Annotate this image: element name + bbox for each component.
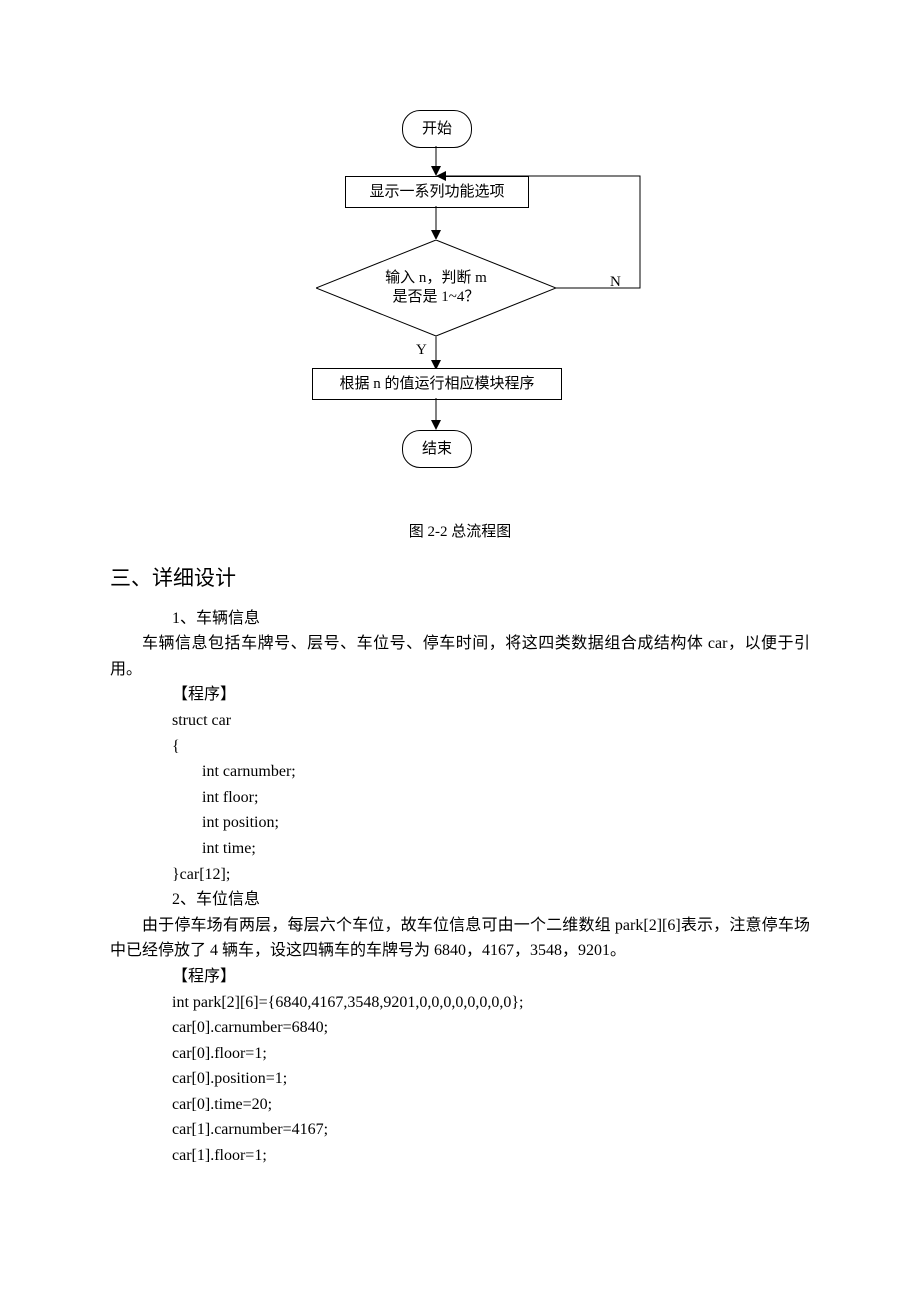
- flowchart-end-terminal: 结束: [402, 430, 472, 468]
- sub2-para1: 由于停车场有两层，每层六个车位，故车位信息可由一个二维数组 park[2][6]…: [110, 913, 810, 964]
- code1-line-1: {: [110, 734, 810, 760]
- code1-line-0: struct car: [110, 708, 810, 734]
- flowchart-start-terminal: 开始: [402, 110, 472, 148]
- sub1-title: 1、车辆信息: [110, 606, 810, 632]
- code-block-2: int park[2][6]={6840,4167,3548,9201,0,0,…: [110, 990, 810, 1169]
- code1-line-3: int floor;: [110, 785, 810, 811]
- flowchart-start-label: 开始: [422, 117, 452, 141]
- code-block-1: struct car { int carnumber; int floor; i…: [110, 708, 810, 887]
- decision-yes-label: Y: [416, 338, 427, 362]
- section3-title: 三、详细设计: [110, 562, 810, 596]
- code2-line-5: car[1].carnumber=4167;: [110, 1117, 810, 1143]
- code1-line-2: int carnumber;: [110, 759, 810, 785]
- flowchart-end-label: 结束: [422, 437, 452, 461]
- code2-line-1: car[0].carnumber=6840;: [110, 1015, 810, 1041]
- flowchart-caption: 图 2-2 总流程图: [110, 520, 810, 544]
- sub1-para1: 车辆信息包括车牌号、层号、车位号、停车时间，将这四类数据组合成结构体 car，以…: [110, 631, 810, 682]
- arrow-module-to-end: [430, 398, 442, 430]
- code1-line-6: }car[12];: [110, 862, 810, 888]
- code2-line-0: int park[2][6]={6840,4167,3548,9201,0,0,…: [110, 990, 810, 1016]
- document-page: 开始 显示一系列功能选项 输入 n，判断 m 是否是 1~4？: [0, 0, 920, 1229]
- arrow-decision-to-module: [430, 336, 442, 370]
- program-label-2: 【程序】: [110, 964, 810, 990]
- code1-line-5: int time;: [110, 836, 810, 862]
- code2-line-3: car[0].position=1;: [110, 1066, 810, 1092]
- code1-line-4: int position;: [110, 810, 810, 836]
- code2-line-4: car[0].time=20;: [110, 1092, 810, 1118]
- sub2-title: 2、车位信息: [110, 887, 810, 913]
- code2-line-6: car[1].floor=1;: [110, 1143, 810, 1169]
- program-label-1: 【程序】: [110, 682, 810, 708]
- flowchart: 开始 显示一系列功能选项 输入 n，判断 m 是否是 1~4？: [260, 110, 660, 500]
- arrow-decision-no-loop: [430, 158, 650, 298]
- flowchart-run-module-label: 根据 n 的值运行相应模块程序: [339, 372, 534, 396]
- code2-line-2: car[0].floor=1;: [110, 1041, 810, 1067]
- flowchart-run-module: 根据 n 的值运行相应模块程序: [312, 368, 562, 400]
